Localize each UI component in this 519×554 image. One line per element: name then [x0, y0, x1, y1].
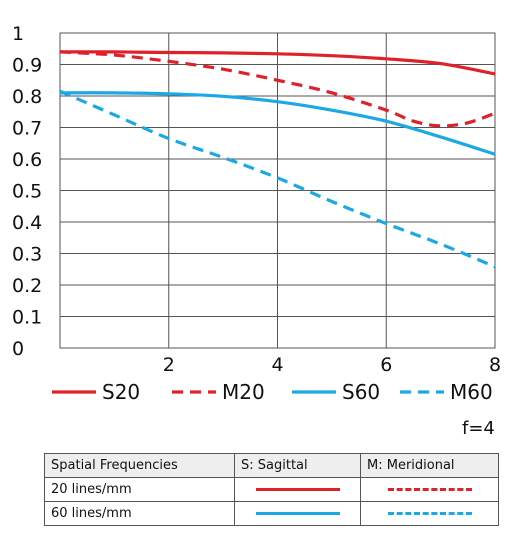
meridional-60-line-swatch — [387, 512, 472, 515]
x-tick-label: 8 — [489, 354, 501, 376]
series-line-m20 — [59, 50, 496, 128]
mtf-chart: 0 0.1 0.2 0.3 0.4 0.5 0.6 0.7 0.8 0.9 1 2 4 6 8 S20 M20… — [12, 23, 501, 404]
y-tick-label: 0 — [12, 338, 24, 360]
legend-label-s60: S60 — [342, 380, 380, 404]
y-tick-label: 0.5 — [12, 181, 42, 203]
y-tick-label: 0.7 — [12, 118, 42, 140]
key-table-header: Spatial Frequencies S: Sagittal M: Merid… — [44, 453, 499, 478]
y-tick-label: 0.8 — [12, 86, 42, 108]
header-meridional: M: Meridional — [360, 453, 499, 478]
chart-grid — [59, 32, 496, 349]
sagittal-20-line-swatch — [255, 488, 340, 491]
y-tick-label: 0.3 — [12, 244, 42, 266]
x-tick-label: 6 — [380, 354, 392, 376]
y-tick-label: 1 — [12, 23, 24, 45]
key-row-20: 20 lines/mm — [44, 477, 499, 502]
y-tick-label: 0.9 — [12, 55, 42, 77]
series-line-m60 — [59, 89, 496, 269]
key-row-label: 20 lines/mm — [44, 477, 235, 502]
legend-label-s20: S20 — [102, 380, 140, 404]
chart-ticks: 0 0.1 0.2 0.3 0.4 0.5 0.6 0.7 0.8 0.9 1 2 4 6 8 — [12, 23, 501, 376]
y-tick-label: 0.6 — [12, 149, 42, 171]
x-tick-label: 4 — [271, 354, 283, 376]
y-tick-label: 0.1 — [12, 307, 42, 329]
header-spatial-frequencies: Spatial Frequencies — [44, 453, 235, 478]
sagittal-60-line-swatch — [255, 512, 340, 515]
series-line-s20 — [59, 50, 496, 76]
legend-key-table: Spatial Frequencies S: Sagittal M: Merid… — [44, 453, 499, 526]
header-sagittal: S: Sagittal — [234, 453, 361, 478]
y-tick-label: 0.4 — [12, 212, 42, 234]
legend-label-m20: M20 — [222, 380, 265, 404]
meridional-20-line-swatch — [387, 488, 472, 491]
chart-series — [59, 50, 496, 269]
aperture-label: f=4 — [462, 418, 495, 439]
chart-legend: S20 M20 S60 M60 — [52, 380, 493, 404]
series-line-s60 — [59, 91, 496, 156]
x-tick-label: 2 — [163, 354, 175, 376]
y-tick-label: 0.2 — [12, 275, 42, 297]
key-row-60: 60 lines/mm — [44, 501, 499, 526]
legend-label-m60: M60 — [450, 380, 493, 404]
key-row-label: 60 lines/mm — [44, 501, 235, 526]
